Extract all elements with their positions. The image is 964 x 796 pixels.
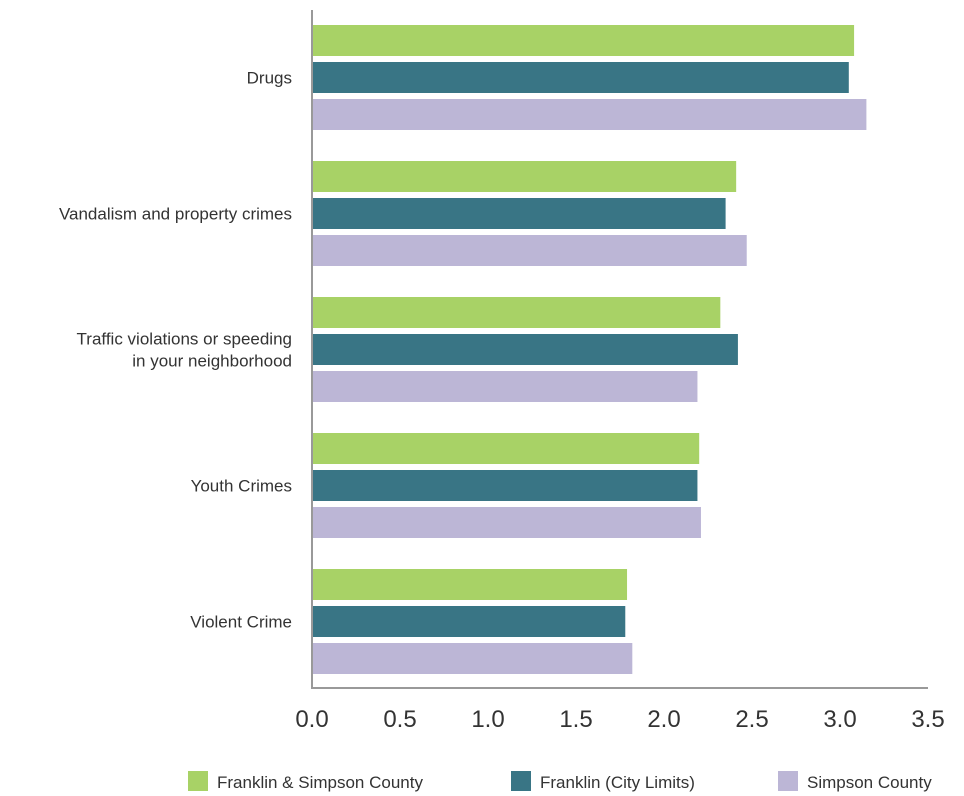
category-label: Youth Crimes [191,477,292,496]
category-label: Vandalism and property crimes [59,205,292,224]
x-tick-label: 2.5 [735,706,768,733]
bar-3-1 [313,470,698,501]
x-tick-label: 3.5 [911,706,944,733]
legend-swatch [188,771,208,791]
x-tick-label: 1.0 [471,706,504,733]
legend-swatch [778,771,798,791]
y-axis-category-labels: Drugs Vandalism and property crimes Traffi… [59,69,292,632]
bar-4-2 [313,643,633,674]
bar-4-1 [313,606,626,637]
x-tick-label: 0.0 [295,706,328,733]
bar-3-0 [313,433,700,464]
category-label: Violent Crime [190,613,292,632]
x-tick-label: 1.5 [559,706,592,733]
bar-0-1 [313,62,849,93]
category-label: Drugs [247,69,292,88]
bars-layer [313,25,867,674]
bar-3-2 [313,507,701,538]
legend-label: Simpson County [807,773,932,792]
x-tick-label: 3.0 [823,706,856,733]
bar-2-2 [313,371,698,402]
legend: Franklin & Simpson County Franklin (City … [188,771,932,792]
x-tick-label: 2.0 [647,706,680,733]
bar-1-1 [313,198,726,229]
category-label: Traffic violations or speeding [77,330,292,349]
legend-label: Franklin & Simpson County [217,773,423,792]
bar-2-1 [313,334,738,365]
x-axis-ticks: 0.0 0.5 1.0 1.5 2.0 2.5 3.0 3.5 [295,706,944,733]
bar-1-0 [313,161,737,192]
legend-swatch [511,771,531,791]
bar-4-0 [313,569,628,600]
bar-1-2 [313,235,747,266]
legend-label: Franklin (City Limits) [540,773,695,792]
x-tick-label: 0.5 [383,706,416,733]
bar-2-0 [313,297,721,328]
bar-0-2 [313,99,867,130]
category-label: in your neighborhood [132,352,292,371]
bar-0-0 [313,25,855,56]
